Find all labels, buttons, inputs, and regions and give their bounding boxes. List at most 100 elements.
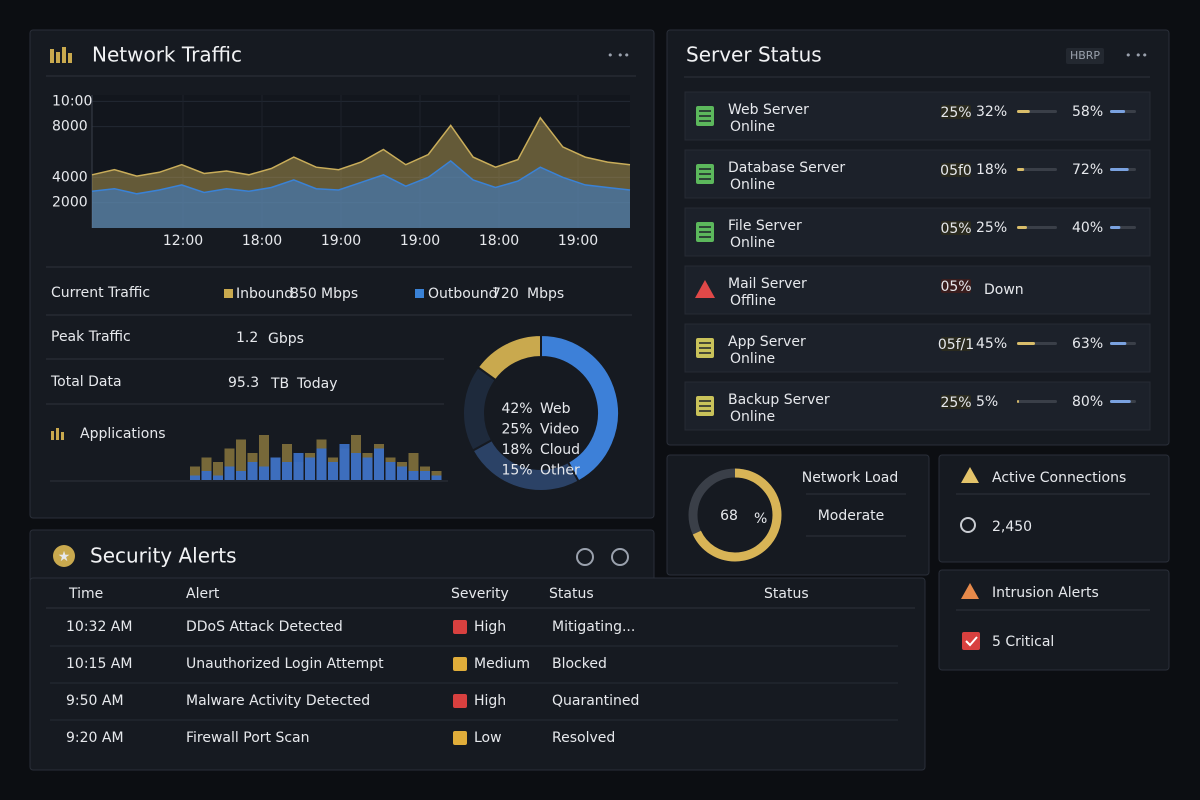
legend-label: Inbound <box>236 286 293 302</box>
mem-value: 40% <box>1072 220 1103 236</box>
app-bar <box>339 444 350 480</box>
load-panel <box>666 454 930 576</box>
badge-text: HBRP <box>1070 49 1100 62</box>
mem-bar <box>1110 226 1121 229</box>
alert-time: 10:15 AM <box>66 656 132 672</box>
server-row <box>684 265 1151 315</box>
stat-unit: Mbps <box>321 286 358 302</box>
connections-label: Active Connections <box>992 470 1126 486</box>
warning-icon <box>961 467 979 483</box>
alert-name: Firewall Port Scan <box>186 730 309 746</box>
severity-box <box>453 620 467 634</box>
table-header: Time <box>68 586 103 602</box>
server-name: App Server <box>728 334 806 350</box>
server-name: Web Server <box>728 102 809 118</box>
mem-value: 80% <box>1072 394 1103 410</box>
alert-severity: Medium <box>474 656 530 672</box>
donut-label: Web <box>540 401 571 417</box>
apps-icon <box>51 428 64 440</box>
server-state: Down <box>984 282 1024 298</box>
server-row <box>684 323 1151 373</box>
alert-checkbox <box>962 632 980 650</box>
app-bar <box>201 471 212 480</box>
cpu-bar <box>1017 342 1035 345</box>
panel-title: Network Traffic <box>92 43 242 67</box>
app-bar <box>397 466 407 480</box>
menu-dots[interactable]: • •• <box>607 49 630 62</box>
settings-button[interactable] <box>611 548 629 566</box>
cpu-bar <box>1017 110 1030 113</box>
alert-severity: High <box>474 693 506 709</box>
stat-unit: Mbps <box>527 286 564 302</box>
stat-label: Current Traffic <box>51 285 150 301</box>
area-line <box>91 116 631 177</box>
stat-unit: TB <box>270 376 289 392</box>
alert-status: Blocked <box>552 656 607 672</box>
app-bar <box>282 462 292 480</box>
traffic-icon <box>50 47 72 63</box>
legend-swatch <box>415 289 424 298</box>
app-bar <box>270 457 281 480</box>
stat-value: 1.2 <box>236 330 258 346</box>
shield-star: ★ <box>58 549 71 565</box>
donut-value: 18% <box>501 442 532 458</box>
cpu-track <box>1017 226 1057 229</box>
cpu-track <box>1017 400 1057 403</box>
server-row <box>684 207 1151 257</box>
connections-value: 2,450 <box>992 519 1032 535</box>
intrusion-label: Intrusion Alerts <box>992 585 1099 601</box>
severity-box <box>453 731 467 745</box>
panel-title: Security Alerts <box>90 544 237 568</box>
load-label: Network Load <box>802 470 899 486</box>
app-bar <box>236 439 246 480</box>
server-badge-text: 05f/1 <box>938 337 974 353</box>
app-bar <box>293 453 304 480</box>
alert-severity: Low <box>474 730 502 746</box>
stat-label: Total Data <box>50 374 122 390</box>
donut-value: 15% <box>501 463 532 479</box>
alert-time: 9:20 AM <box>66 730 124 746</box>
panel-title: Server Status <box>686 43 822 67</box>
mem-value: 72% <box>1072 162 1103 178</box>
server-row <box>684 149 1151 199</box>
x-tick-label: 19:00 <box>321 233 361 249</box>
app-bar <box>316 448 327 480</box>
connections-panel <box>938 454 1170 563</box>
donut-segment <box>476 333 542 382</box>
server-badge-text: 25% <box>940 395 971 411</box>
severity-box <box>453 694 467 708</box>
server-badge-text: 25% <box>940 105 971 121</box>
menu-dots[interactable]: • •• <box>1125 49 1148 62</box>
donut-value: 25% <box>501 422 532 438</box>
server-name: File Server <box>728 218 802 234</box>
app-bar <box>224 466 235 480</box>
x-tick-label: 18:00 <box>242 233 282 249</box>
table-header: Status <box>549 586 594 602</box>
alert-status: Mitigating... <box>552 619 635 635</box>
x-tick-label: 19:00 <box>558 233 598 249</box>
app-bar <box>351 453 361 480</box>
server-badge <box>941 221 971 235</box>
connections-icon <box>960 517 976 533</box>
alert-name: Unauthorized Login Attempt <box>186 656 384 672</box>
app-bar <box>213 475 223 480</box>
app-bar <box>259 435 269 480</box>
app-bar <box>328 462 338 480</box>
warning-icon <box>961 583 979 599</box>
server-status: Online <box>730 119 775 135</box>
check <box>965 636 978 647</box>
server-badge-text: 05f0 <box>940 163 972 179</box>
stat-value: 720 <box>492 286 519 302</box>
intrusion-panel <box>938 569 1170 671</box>
alert-name: DDoS Attack Detected <box>186 619 343 635</box>
server-icon-alert <box>695 280 715 298</box>
app-bar <box>236 471 246 480</box>
mem-bar <box>1110 400 1131 403</box>
filter-button[interactable] <box>576 548 594 566</box>
cpu-value: 5% <box>976 394 998 410</box>
server-row <box>684 381 1151 431</box>
server-status: Online <box>730 235 775 251</box>
server-badge <box>941 105 971 119</box>
server-badge-text: 05% <box>940 279 971 295</box>
